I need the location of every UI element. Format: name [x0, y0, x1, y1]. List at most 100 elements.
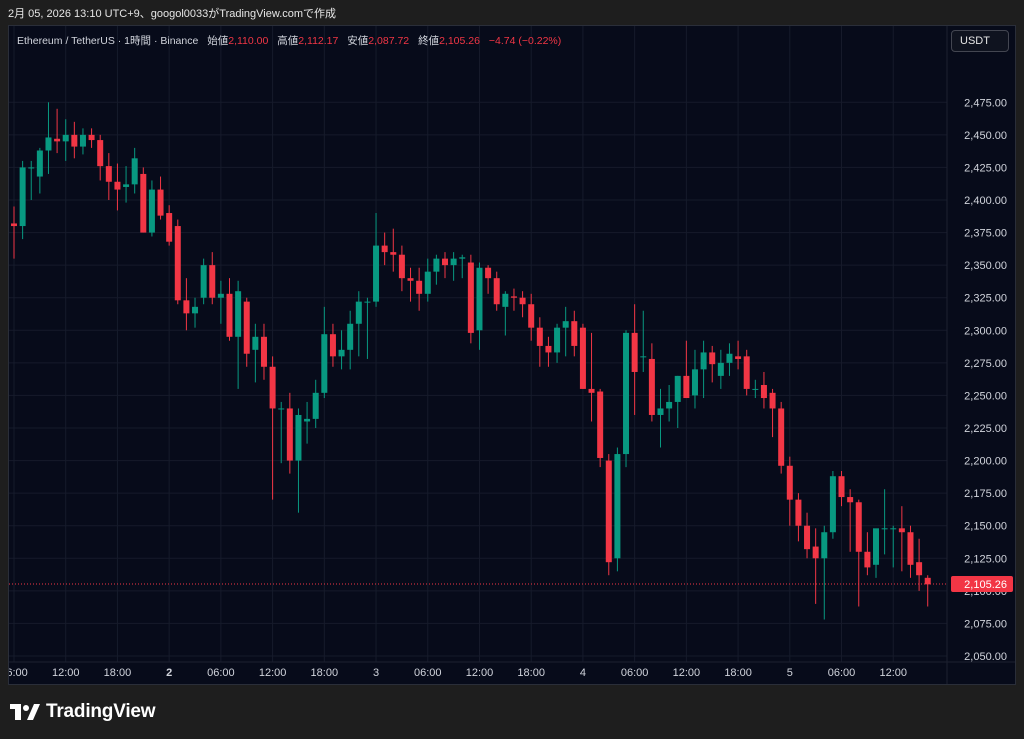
candle: [898, 506, 905, 572]
candle: [269, 356, 276, 500]
candle: [416, 267, 423, 311]
candle: [554, 323, 561, 363]
candle: [674, 375, 681, 428]
candle-body: [11, 223, 17, 227]
candle: [691, 349, 698, 409]
symbol-name[interactable]: Ethereum / TetherUS · 1時間 · Binance: [17, 35, 199, 47]
time-tick-label: 18:00: [724, 667, 752, 679]
candle: [588, 332, 595, 422]
price-tick-label: 2,150.00: [964, 521, 1007, 533]
candle-body: [536, 327, 543, 346]
candle-body: [683, 375, 690, 399]
candle-body: [640, 356, 647, 358]
candle-body: [735, 356, 742, 359]
candle-body: [916, 562, 923, 576]
candle-body: [648, 358, 655, 415]
candle: [364, 297, 371, 359]
candle-body: [442, 258, 448, 266]
candle: [778, 401, 785, 474]
candle: [476, 262, 483, 350]
candle-body: [433, 258, 440, 272]
candle-body: [338, 349, 345, 357]
currency-button[interactable]: USDT: [951, 30, 1009, 52]
candle: [97, 134, 104, 181]
candle: [174, 219, 181, 305]
candle: [804, 512, 811, 559]
price-tick-label: 2,325.00: [964, 293, 1007, 305]
candle: [760, 371, 767, 409]
candle-body: [631, 332, 638, 372]
candle: [528, 293, 535, 341]
candle-body: [355, 301, 362, 324]
candle: [467, 254, 474, 344]
candle: [640, 310, 647, 372]
open-value: 2,110.00: [228, 35, 269, 47]
candle-body: [873, 528, 879, 565]
candle: [243, 297, 250, 367]
candle-body: [571, 321, 578, 346]
candle: [398, 245, 405, 292]
price-tick-label: 2,200.00: [964, 456, 1007, 468]
time-tick-label: 12:00: [466, 667, 494, 679]
candle: [648, 343, 655, 422]
candlestick-chart[interactable]: 2,475.00 2,450.00 2,425.00 2,400.00 2,375.00…: [9, 26, 1015, 684]
candle: [200, 258, 207, 305]
price-tick-label: 2,125.00: [964, 553, 1007, 565]
candle: [502, 291, 509, 336]
last-price-badge: [951, 576, 1013, 593]
candle-body: [295, 414, 302, 461]
time-tick-label: 06:00: [9, 667, 28, 679]
candle-body: [390, 252, 397, 255]
chart-panel[interactable]: 2,475.00 2,450.00 2,425.00 2,400.00 2,375.00…: [8, 25, 1016, 685]
candle-body: [528, 304, 535, 328]
price-tick-label: 2,175.00: [964, 488, 1007, 500]
candle-body: [562, 321, 569, 328]
candle: [726, 343, 733, 376]
candle: [907, 525, 914, 578]
candle-body: [864, 551, 871, 568]
price-tick-label: 2,475.00: [964, 97, 1007, 109]
candle-body: [760, 385, 767, 399]
candle: [847, 489, 854, 552]
time-tick-label: 12:00: [52, 667, 80, 679]
price-tick-label: 2,300.00: [964, 325, 1007, 337]
candle: [329, 323, 336, 367]
candle: [769, 388, 776, 438]
candle-body: [907, 532, 914, 565]
price-tick-label: 2,350.00: [964, 260, 1007, 272]
candle: [114, 163, 121, 211]
candle-body: [286, 408, 293, 461]
candle-body: [847, 497, 854, 503]
brand-wordmark: TradingView: [46, 701, 156, 722]
candle-body: [140, 173, 147, 233]
candle-body: [131, 158, 138, 185]
high-label: 高値: [277, 35, 299, 47]
candle-body: [510, 296, 517, 298]
time-tick-label: 18:00: [104, 667, 132, 679]
candle: [536, 317, 543, 367]
candle-body: [200, 265, 207, 298]
candle-body: [252, 336, 259, 350]
candle: [873, 528, 879, 578]
candle-body: [752, 388, 759, 390]
candle: [459, 254, 466, 279]
candle: [355, 291, 362, 357]
candle: [924, 575, 931, 607]
candle-body: [554, 327, 561, 353]
candle: [148, 180, 155, 237]
candle-body: [605, 460, 612, 563]
time-tick-label: 18:00: [517, 667, 545, 679]
candle: [424, 258, 431, 302]
candle-body: [709, 352, 716, 365]
candle: [140, 167, 147, 233]
candle: [19, 160, 26, 240]
price-tick-label: 2,375.00: [964, 228, 1007, 240]
candle-body: [114, 181, 121, 190]
candle: [88, 128, 95, 148]
candle: [131, 147, 138, 194]
header-attribution: 2月 05, 2026 13:10 UTC+9、googol0033がTradi…: [8, 8, 337, 20]
candle-body: [209, 265, 216, 298]
close-value: 2,105.26: [439, 35, 480, 47]
change-value: −4.74 (−0.22%): [488, 35, 562, 47]
tradingview-logo[interactable]: TradingView: [10, 700, 156, 724]
